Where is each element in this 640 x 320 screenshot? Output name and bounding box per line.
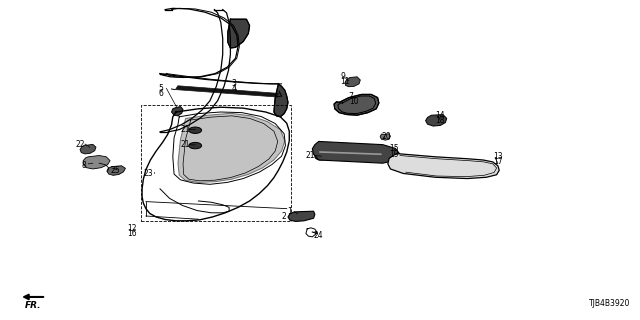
Polygon shape xyxy=(288,211,315,221)
Polygon shape xyxy=(83,156,110,169)
Text: 2: 2 xyxy=(282,212,286,221)
Polygon shape xyxy=(426,115,447,126)
Bar xyxy=(141,105,291,221)
Text: 6: 6 xyxy=(159,89,164,98)
Text: 13: 13 xyxy=(493,152,502,161)
Text: 10: 10 xyxy=(349,97,358,106)
Polygon shape xyxy=(175,86,279,97)
Text: 5: 5 xyxy=(159,84,164,93)
Text: 25: 25 xyxy=(110,166,120,175)
Polygon shape xyxy=(178,113,285,182)
Polygon shape xyxy=(172,107,183,116)
Text: 23: 23 xyxy=(144,169,154,178)
Text: 3: 3 xyxy=(232,79,237,88)
Polygon shape xyxy=(274,84,288,117)
Text: FR.: FR. xyxy=(25,301,42,310)
Polygon shape xyxy=(380,134,390,140)
Text: 11: 11 xyxy=(340,77,350,86)
Text: 7: 7 xyxy=(349,92,354,100)
Text: 22: 22 xyxy=(76,140,85,148)
Polygon shape xyxy=(80,144,96,154)
Polygon shape xyxy=(334,94,379,115)
Text: 21: 21 xyxy=(180,125,190,134)
Text: 1: 1 xyxy=(287,207,291,216)
Polygon shape xyxy=(312,141,400,163)
Polygon shape xyxy=(228,19,250,48)
Circle shape xyxy=(189,127,202,133)
Text: 12: 12 xyxy=(127,224,136,233)
Text: 18: 18 xyxy=(435,116,445,125)
Text: 9: 9 xyxy=(340,72,346,81)
Text: 24: 24 xyxy=(314,231,323,240)
Text: 8: 8 xyxy=(82,161,86,170)
Text: 4: 4 xyxy=(232,84,237,92)
Circle shape xyxy=(189,142,202,149)
Circle shape xyxy=(315,154,328,160)
Text: 14: 14 xyxy=(435,111,445,120)
Text: 21: 21 xyxy=(180,140,190,149)
Text: TJB4B3920: TJB4B3920 xyxy=(589,299,630,308)
Polygon shape xyxy=(107,166,125,175)
Text: 21: 21 xyxy=(306,151,316,160)
Text: 16: 16 xyxy=(127,229,136,238)
Text: 19: 19 xyxy=(389,150,399,159)
Text: 20: 20 xyxy=(381,132,391,141)
Text: 17: 17 xyxy=(493,157,502,166)
Polygon shape xyxy=(388,154,499,179)
Text: 15: 15 xyxy=(389,144,399,153)
Polygon shape xyxy=(345,77,360,87)
